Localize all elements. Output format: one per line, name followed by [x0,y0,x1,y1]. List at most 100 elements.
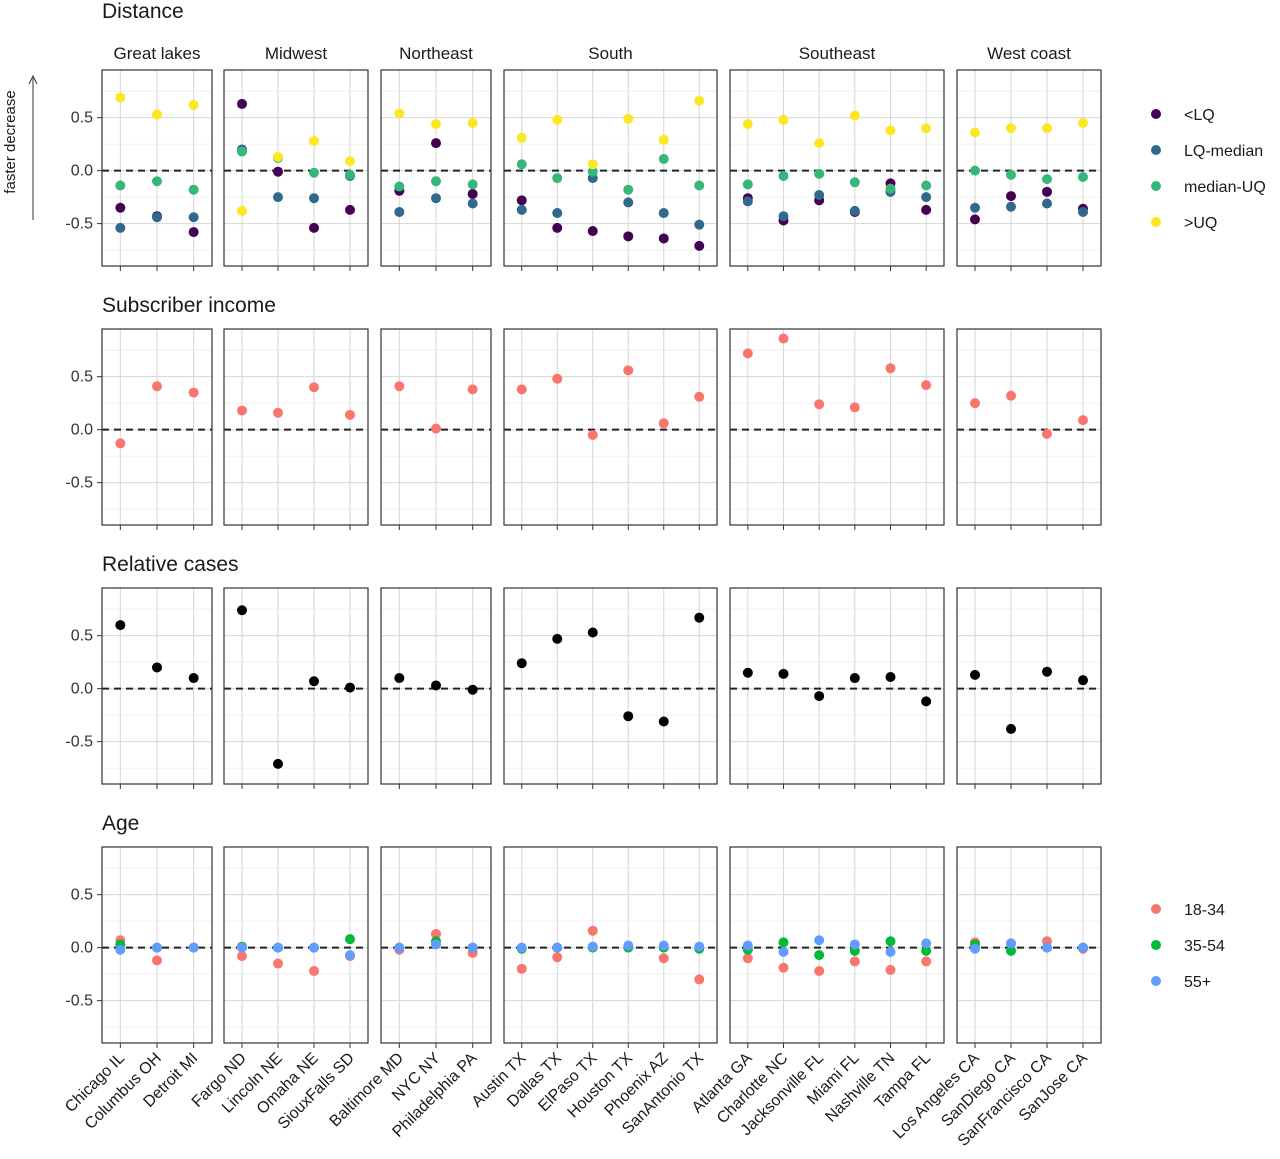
point-relative-cases-sandiego-ca [1006,723,1016,734]
panel-frame [503,328,718,526]
point-55-jacksonville-fl [814,935,825,946]
panel-frame [729,69,945,267]
point-lq-median-houston-tx [623,197,634,208]
point-uq-phoenix-az [658,134,669,145]
point-lq-median-atlanta-ga [742,196,753,207]
point-35-54-jacksonville-fl [814,950,825,961]
point-55-omaha-ne [309,942,319,953]
point-subscriber-income-philadelphia-pa [467,384,478,395]
point-55-columbus-oh [152,942,162,953]
point-subscriber-income-los-angeles-ca [970,398,980,409]
legend-label-median-uq: median-UQ [1184,179,1266,196]
strip-label-southeast: Southeast [799,44,876,63]
point-uq-philadelphia-pa [467,117,478,128]
point-uq-elpaso-tx [587,159,598,170]
point-55-detroit-mi [188,942,199,953]
y-tick-label: -0.5 [65,734,93,751]
point-35-54-sandiego-ca [1006,945,1016,956]
point-median-uq-tampa-fl [921,180,932,191]
point-relative-cases-sanfrancisco-ca [1042,666,1052,677]
panel-frame [956,587,1102,785]
point-subscriber-income-phoenix-az [658,418,669,429]
point-55-austin-tx [516,942,527,953]
y-tick-label: 0.5 [71,110,93,127]
point-relative-cases-houston-tx [623,711,634,722]
point-median-uq-sanfrancisco-ca [1042,174,1052,185]
point-median-uq-sanantonio-tx [694,180,705,191]
point-uq-sanfrancisco-ca [1042,123,1052,134]
point-subscriber-income-baltimore-md [394,381,405,392]
point-relative-cases-sanjose-ca [1078,675,1088,686]
point-uq-austin-tx [516,132,527,143]
point-18-34-austin-tx [516,963,527,974]
point-subscriber-income-houston-tx [623,365,634,376]
point-relative-cases-fargo-nd [237,605,247,616]
point-subscriber-income-atlanta-ga [742,348,753,359]
point-lq-omaha-ne [309,222,319,233]
point-lq-sanfrancisco-ca [1042,186,1052,197]
point-median-uq-siouxfalls-sd [345,169,355,180]
point-median-uq-houston-tx [623,184,634,195]
point-lq-fargo-nd [237,98,247,109]
point-uq-nyc-ny [431,119,441,130]
point-lq-sanantonio-tx [694,240,705,251]
point-18-34-dallas-tx [552,952,563,963]
point-relative-cases-chicago-il [115,620,126,631]
point-subscriber-income-columbus-oh [152,381,162,392]
y-tick-label: 0.0 [71,681,93,698]
point-lq-median-tampa-fl [921,192,932,203]
point-uq-baltimore-md [394,108,405,119]
point-18-34-nashville-tn [885,964,896,975]
point-lq-median-charlotte-nc [778,211,789,222]
point-35-54-charlotte-nc [778,937,789,948]
point-subscriber-income-nashville-tn [885,363,896,374]
point-55-dallas-tx [552,942,563,953]
point-35-54-nashville-tn [885,936,896,947]
point-uq-sandiego-ca [1006,123,1016,134]
point-uq-atlanta-ga [742,119,753,130]
point-lq-median-detroit-mi [188,212,199,223]
point-55-charlotte-nc [778,946,789,957]
point-median-uq-nashville-tn [885,183,896,194]
point-relative-cases-omaha-ne [309,676,319,687]
point-median-uq-phoenix-az [658,153,669,164]
point-relative-cases-detroit-mi [188,673,199,684]
strip-label-northeast: Northeast [399,44,473,63]
point-lq-median-phoenix-az [658,208,669,219]
point-subscriber-income-lincoln-ne [273,407,283,418]
point-subscriber-income-siouxfalls-sd [345,409,355,420]
point-relative-cases-tampa-fl [921,696,932,707]
point-subscriber-income-detroit-mi [188,387,199,398]
point-lq-lincoln-ne [273,166,283,177]
legend-label-lq: <LQ [1184,107,1215,124]
panel-frame [503,69,718,267]
point-median-uq-sandiego-ca [1006,169,1016,180]
point-median-uq-philadelphia-pa [467,179,478,190]
point-18-34-phoenix-az [658,953,669,964]
point-55-nashville-tn [885,946,896,957]
point-subscriber-income-sanjose-ca [1078,415,1088,426]
point-uq-lincoln-ne [273,151,283,162]
point-lq-median-baltimore-md [394,206,405,217]
panel-frame [223,846,369,1044]
point-relative-cases-siouxfalls-sd [345,682,355,693]
point-55-atlanta-ga [742,940,753,951]
point-relative-cases-columbus-oh [152,662,162,673]
legend-marker-18-34 [1151,904,1161,914]
point-uq-houston-tx [623,113,634,124]
legend-marker-median-uq [1151,181,1161,191]
point-lq-sandiego-ca [1006,191,1016,202]
point-18-34-sanantonio-tx [694,974,705,985]
point-median-uq-atlanta-ga [742,179,753,190]
point-18-34-fargo-nd [237,951,247,962]
legend-marker-uq [1151,217,1161,227]
point-35-54-siouxfalls-sd [345,934,355,945]
point-relative-cases-lincoln-ne [273,758,283,769]
point-18-34-jacksonville-fl [814,965,825,976]
legend-marker-55 [1151,976,1161,986]
point-median-uq-jacksonville-fl [814,168,825,179]
point-55-sandiego-ca [1006,938,1016,949]
point-uq-omaha-ne [309,135,319,146]
point-lq-dallas-tx [552,222,563,233]
